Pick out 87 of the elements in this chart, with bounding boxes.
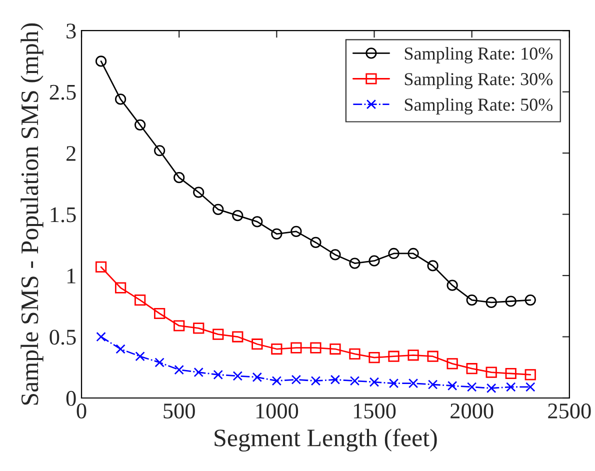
- point: [368, 255, 380, 266]
- x-tick-label: 500: [164, 404, 195, 418]
- point: [290, 226, 302, 238]
- point: [154, 145, 166, 156]
- x-tick-label: 2500: [548, 404, 591, 418]
- x-tick-label: 0: [76, 404, 86, 418]
- point: [350, 376, 360, 386]
- point: [114, 282, 126, 294]
- point: [252, 216, 263, 228]
- point: [466, 382, 477, 392]
- point: [388, 350, 400, 362]
- point: [174, 364, 184, 375]
- point: [427, 260, 438, 272]
- x-tick-label: 2000: [450, 404, 494, 418]
- point: [291, 374, 302, 384]
- point: [134, 294, 146, 306]
- point: [154, 308, 166, 320]
- point: [408, 350, 419, 361]
- point: [193, 322, 204, 334]
- point: [506, 382, 516, 392]
- point: [505, 296, 516, 307]
- point: [466, 294, 478, 306]
- point: [154, 358, 164, 368]
- point: [330, 343, 341, 355]
- y-tick-label: 2: [66, 146, 76, 161]
- point: [114, 94, 126, 105]
- point: [232, 331, 244, 342]
- point: [446, 358, 458, 370]
- point: [272, 376, 282, 386]
- point: [232, 210, 244, 222]
- point: [486, 366, 497, 378]
- point: [349, 348, 360, 360]
- point: [134, 119, 146, 130]
- point: [524, 294, 536, 306]
- point: [271, 343, 282, 355]
- point: [330, 249, 341, 260]
- point: [486, 296, 497, 308]
- point: [212, 328, 224, 340]
- legend-label: Sampling Rate: 30%: [404, 72, 553, 89]
- y-tick-label: 1.5: [50, 207, 76, 222]
- point: [194, 367, 204, 378]
- point: [349, 258, 360, 269]
- point: [252, 338, 263, 350]
- point: [212, 204, 224, 215]
- point: [232, 371, 243, 381]
- y-tick-label: 1: [68, 268, 76, 284]
- point: [466, 363, 478, 374]
- point: [446, 280, 458, 291]
- point: [369, 377, 380, 387]
- point: [96, 332, 106, 342]
- point: [213, 370, 223, 380]
- point: [408, 248, 419, 260]
- point: [330, 374, 340, 384]
- point: [193, 186, 204, 198]
- y-tick-label: 2.5: [50, 84, 76, 100]
- point: [174, 320, 185, 332]
- point: [447, 380, 458, 391]
- point: [388, 378, 399, 388]
- point: [95, 261, 107, 273]
- y-axis-title: Sample SMS - Population SMS (mph): [20, 23, 44, 405]
- point: [310, 342, 322, 354]
- x-tick-label: 1000: [256, 404, 298, 418]
- y-tick-label: 0: [66, 390, 76, 406]
- point: [174, 172, 185, 184]
- x-tick-label: 1500: [354, 404, 396, 418]
- point: [135, 351, 145, 362]
- point: [271, 228, 282, 240]
- point: [505, 368, 516, 380]
- point: [252, 372, 262, 382]
- legend-label: Sampling Rate: 50%: [404, 98, 553, 115]
- point: [524, 369, 536, 380]
- y-tick-label: 3: [66, 24, 76, 39]
- point: [310, 236, 322, 248]
- point: [368, 352, 380, 364]
- y-tick-label: 0.5: [50, 330, 76, 345]
- point: [526, 382, 536, 392]
- point: [310, 376, 321, 386]
- point: [428, 380, 438, 390]
- legend-label: Sampling Rate: 10%: [404, 46, 553, 64]
- point: [388, 248, 400, 260]
- point: [427, 350, 438, 362]
- point: [116, 344, 126, 354]
- x-axis-title: Segment Length (feet): [214, 428, 437, 452]
- point: [290, 342, 302, 354]
- point: [486, 383, 496, 394]
- point: [408, 378, 418, 388]
- point: [95, 56, 107, 67]
